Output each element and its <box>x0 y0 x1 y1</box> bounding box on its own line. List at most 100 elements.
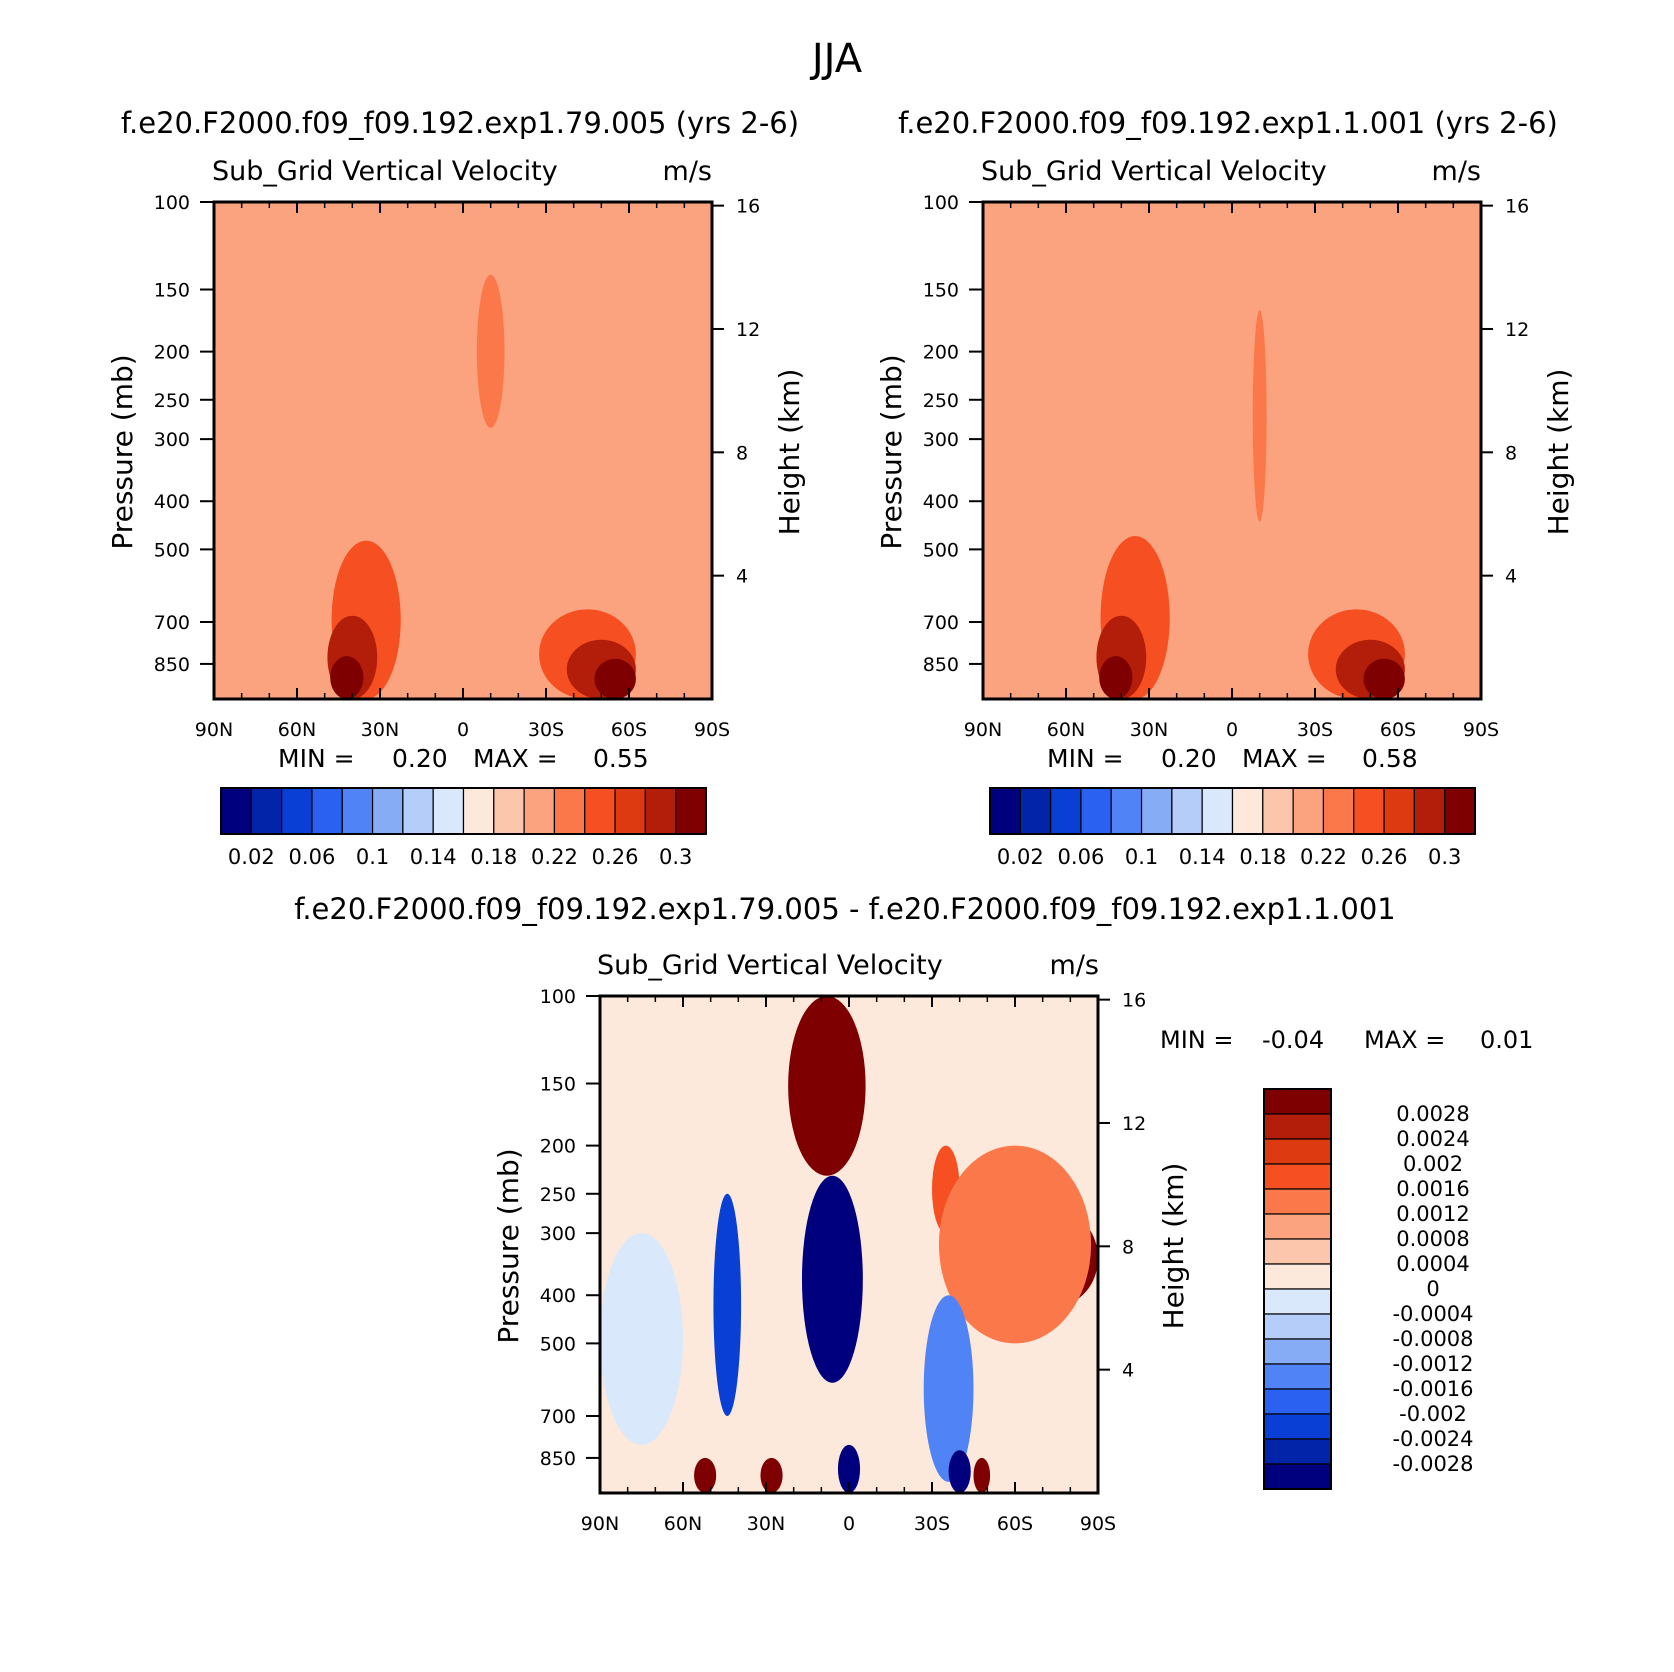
left-axes: 90N 60N 30N 0 30S 60S 90S 100 150 200 250 300 400 500… <box>154 192 760 741</box>
right-colorbar-label: 0.26 <box>1361 845 1408 869</box>
left-min-value: 0.20 <box>392 744 448 773</box>
left-y-tick-label: 850 <box>154 654 190 676</box>
left-panel-title: f.e20.F2000.f09_f09.192.exp1.79.005 (yrs… <box>121 106 799 140</box>
right-panel: Sub_Grid Vertical Velocity m/s 90N 60N 30N… <box>875 156 1575 869</box>
left-y-tick-label: 300 <box>154 429 190 451</box>
right-y2-tick-label: 12 <box>1505 319 1529 341</box>
diff-colorbar-label: 0.0012 <box>1396 1202 1469 1226</box>
diff-y2-tick-label: 16 <box>1122 990 1146 1012</box>
right-y-tick-label: 250 <box>923 390 959 412</box>
right-y-tick-label: 200 <box>923 342 959 364</box>
right-colorbar-box <box>1444 787 1476 835</box>
diff-min-label: MIN = <box>1160 1026 1233 1054</box>
right-contour-region <box>1363 658 1405 699</box>
diff-colorbar-box <box>1263 1088 1332 1115</box>
right-variable-label: Sub_Grid Vertical Velocity <box>981 156 1327 187</box>
right-colorbar-label: 0.1 <box>1125 845 1158 869</box>
diff-colorbar-box <box>1263 1313 1332 1340</box>
right-x-tick-label: 60N <box>1047 719 1085 741</box>
diff-colorbar-box <box>1263 1463 1332 1490</box>
diff-colorbar-box <box>1263 1288 1332 1315</box>
left-y-tick-label: 250 <box>154 390 190 412</box>
right-y2label: Height (km) <box>1542 369 1575 536</box>
right-y-tick-label: 500 <box>923 539 959 561</box>
diff-colorbar-box <box>1263 1138 1332 1165</box>
left-y-tick-label: 700 <box>154 612 190 634</box>
diff-x-tick-label: 60S <box>997 1513 1033 1535</box>
right-contour-region <box>1099 656 1133 699</box>
right-colorbar-label: 0.18 <box>1239 845 1286 869</box>
diff-colorbar-box <box>1263 1163 1332 1190</box>
left-colorbar-label: 0.14 <box>410 845 457 869</box>
right-contour-region <box>1252 310 1267 522</box>
left-contour-region <box>594 658 636 699</box>
right-y2-tick-label: 16 <box>1505 196 1529 218</box>
left-colorbar-box <box>584 787 616 835</box>
left-colorbar-box <box>553 787 586 835</box>
diff-x-tick-label: 60N <box>664 1513 702 1535</box>
diff-contour-region <box>923 1295 974 1482</box>
left-colorbar-label: 0.26 <box>592 845 639 869</box>
diff-colorbar-label: 0.0016 <box>1396 1177 1469 1201</box>
right-max-value: 0.58 <box>1362 744 1418 773</box>
right-min-label: MIN = <box>1047 744 1124 773</box>
diff-y-tick-label: 150 <box>540 1074 576 1096</box>
diff-colorbar-label: 0.0024 <box>1396 1127 1469 1151</box>
diff-contour-region <box>948 1450 971 1493</box>
figure-title: JJA <box>809 36 863 82</box>
diff-colorbar-label: 0.0028 <box>1396 1102 1469 1126</box>
diff-colorbar-box <box>1263 1438 1332 1465</box>
left-x-tick-label: 30N <box>361 719 399 741</box>
diff-colorbar-label: -0.0028 <box>1392 1452 1473 1476</box>
diff-x-tick-label: 0 <box>843 1513 855 1535</box>
right-y-tick-label: 700 <box>923 612 959 634</box>
left-y-tick-label: 100 <box>154 192 190 214</box>
diff-contour-region <box>713 1193 742 1417</box>
right-colorbar-label: 0.3 <box>1428 845 1461 869</box>
left-y2-tick-label: 12 <box>736 319 760 341</box>
diff-colorbar-label: 0 <box>1426 1277 1439 1301</box>
diff-contour-region <box>973 1457 991 1493</box>
diff-y-tick-label: 500 <box>540 1333 576 1355</box>
diff-contour-region <box>694 1457 717 1493</box>
diff-contour-region <box>788 996 866 1176</box>
diff-colorbar-frame <box>1263 1088 1332 1490</box>
left-colorbar: 0.02 0.06 0.1 0.14 0.18 0.22 0.26 0.3 <box>220 787 707 869</box>
left-x-tick-label: 60S <box>611 719 647 741</box>
diff-colorbar-label: -0.0024 <box>1392 1427 1473 1451</box>
diff-y2label: Height (km) <box>1157 1163 1190 1330</box>
diff-ylabel: Pressure (mb) <box>492 1148 525 1343</box>
left-contour-region <box>330 656 364 699</box>
left-colorbar-label: 0.22 <box>531 845 578 869</box>
right-x-tick-label: 30N <box>1130 719 1168 741</box>
diff-units-label: m/s <box>1050 950 1099 981</box>
diff-x-tick-label: 30N <box>747 1513 785 1535</box>
right-colorbar-box <box>1262 787 1294 835</box>
diff-x-tick-label: 30S <box>914 1513 950 1535</box>
right-colorbar-box <box>1383 787 1415 835</box>
right-colorbar-label: 0.06 <box>1058 845 1105 869</box>
left-colorbar-label: 0.06 <box>289 845 336 869</box>
right-y-tick-label: 150 <box>923 280 959 302</box>
diff-y-tick-label: 700 <box>540 1406 576 1428</box>
left-y2-tick-label: 8 <box>736 442 748 464</box>
diff-colorbar-box <box>1263 1388 1332 1415</box>
diff-y-tick-label: 400 <box>540 1285 576 1307</box>
right-colorbar-label: 0.02 <box>997 845 1044 869</box>
right-colorbar-box <box>1110 787 1143 835</box>
right-x-tick-label: 30S <box>1297 719 1333 741</box>
left-colorbar-box <box>371 787 404 835</box>
diff-colorbar-box <box>1263 1188 1332 1215</box>
left-colorbar-box <box>250 787 283 835</box>
diff-y-tick-label: 300 <box>540 1223 576 1245</box>
left-x-tick-label: 0 <box>457 719 469 741</box>
right-x-tick-label: 90N <box>964 719 1002 741</box>
diff-colorbar-label: 0.0004 <box>1396 1252 1469 1276</box>
left-max-value: 0.55 <box>593 744 649 773</box>
diff-contour-region <box>801 1175 863 1383</box>
left-colorbar-label: 0.18 <box>470 845 517 869</box>
diff-y-tick-label: 100 <box>540 986 576 1008</box>
left-y-tick-label: 200 <box>154 342 190 364</box>
left-y-tick-label: 400 <box>154 491 190 513</box>
left-colorbar-box <box>311 787 343 835</box>
